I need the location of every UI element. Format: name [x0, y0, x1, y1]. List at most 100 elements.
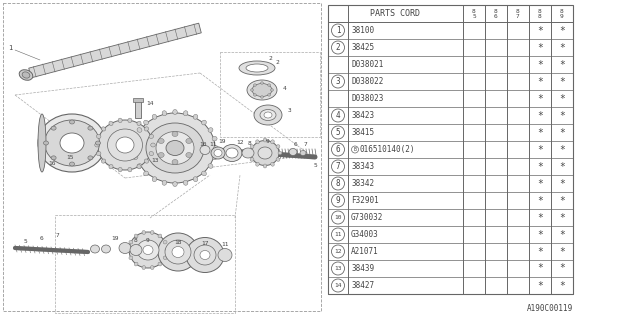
Polygon shape — [29, 23, 201, 78]
Ellipse shape — [70, 120, 74, 124]
Text: 4: 4 — [283, 85, 287, 91]
Text: 9: 9 — [560, 14, 564, 19]
Ellipse shape — [158, 234, 162, 238]
Text: *: * — [537, 110, 543, 121]
Text: 6: 6 — [494, 14, 498, 19]
Text: 19: 19 — [111, 236, 119, 241]
Text: 4: 4 — [336, 111, 340, 120]
Ellipse shape — [128, 118, 132, 123]
Ellipse shape — [109, 121, 113, 125]
Ellipse shape — [172, 246, 184, 258]
Ellipse shape — [256, 162, 259, 166]
Text: 17: 17 — [201, 241, 209, 245]
Ellipse shape — [131, 146, 136, 150]
Text: 38425: 38425 — [351, 43, 374, 52]
Ellipse shape — [254, 105, 282, 125]
Text: 7: 7 — [516, 14, 520, 19]
Ellipse shape — [130, 244, 142, 255]
Ellipse shape — [101, 127, 106, 131]
Ellipse shape — [163, 240, 167, 244]
Text: 14: 14 — [147, 100, 154, 106]
Ellipse shape — [163, 256, 167, 260]
Text: *: * — [559, 76, 565, 86]
Text: *: * — [559, 229, 565, 239]
Ellipse shape — [51, 126, 56, 130]
Text: *: * — [559, 281, 565, 291]
Ellipse shape — [133, 136, 138, 141]
Ellipse shape — [194, 245, 216, 265]
Text: *: * — [537, 263, 543, 274]
Text: D038021: D038021 — [351, 60, 383, 69]
Text: 1: 1 — [336, 26, 340, 35]
Ellipse shape — [260, 96, 264, 98]
Text: 8: 8 — [248, 140, 252, 146]
Ellipse shape — [158, 153, 164, 157]
Ellipse shape — [88, 126, 93, 130]
Text: *: * — [537, 145, 543, 155]
Text: *: * — [559, 127, 565, 138]
Ellipse shape — [208, 164, 213, 168]
Text: A21071: A21071 — [351, 247, 379, 256]
Text: 8: 8 — [472, 9, 476, 14]
Circle shape — [332, 262, 344, 275]
Ellipse shape — [95, 143, 99, 147]
Text: *: * — [559, 162, 565, 172]
Ellipse shape — [258, 147, 272, 159]
Circle shape — [332, 143, 344, 156]
Ellipse shape — [158, 233, 198, 271]
Ellipse shape — [246, 64, 268, 72]
Ellipse shape — [263, 138, 267, 142]
Ellipse shape — [256, 140, 259, 144]
Text: *: * — [537, 162, 543, 172]
Circle shape — [332, 177, 344, 190]
Ellipse shape — [186, 153, 192, 157]
Text: 7: 7 — [304, 141, 308, 147]
Ellipse shape — [22, 72, 30, 78]
Ellipse shape — [127, 248, 131, 252]
Ellipse shape — [162, 180, 166, 185]
Ellipse shape — [119, 243, 131, 253]
Text: 8: 8 — [336, 179, 340, 188]
Text: 8: 8 — [538, 14, 542, 19]
Text: 38423: 38423 — [351, 111, 374, 120]
Ellipse shape — [214, 146, 218, 150]
Text: 11: 11 — [209, 141, 217, 147]
Ellipse shape — [152, 177, 157, 182]
Circle shape — [332, 211, 344, 224]
Ellipse shape — [300, 150, 306, 156]
Ellipse shape — [183, 111, 188, 116]
Text: 10: 10 — [334, 215, 342, 220]
Text: 7: 7 — [56, 233, 60, 237]
Text: *: * — [559, 26, 565, 36]
Ellipse shape — [149, 151, 154, 156]
Ellipse shape — [253, 94, 257, 96]
Ellipse shape — [172, 159, 178, 164]
Text: 2: 2 — [336, 43, 340, 52]
Ellipse shape — [263, 164, 267, 168]
Text: A190C00119: A190C00119 — [527, 304, 573, 313]
Text: *: * — [559, 60, 565, 69]
Ellipse shape — [60, 133, 84, 153]
Text: 9: 9 — [146, 237, 150, 243]
Text: *: * — [537, 127, 543, 138]
Text: *: * — [559, 93, 565, 103]
Ellipse shape — [44, 141, 49, 145]
Ellipse shape — [172, 132, 178, 137]
Text: *: * — [559, 196, 565, 205]
Ellipse shape — [137, 164, 141, 169]
Ellipse shape — [38, 114, 46, 172]
Ellipse shape — [143, 171, 148, 176]
Text: 2: 2 — [268, 55, 272, 60]
Text: 10: 10 — [199, 141, 207, 147]
Ellipse shape — [212, 136, 217, 141]
Text: *: * — [537, 246, 543, 257]
Text: 12: 12 — [236, 140, 244, 145]
Ellipse shape — [142, 230, 145, 235]
Ellipse shape — [97, 120, 152, 170]
Text: 13: 13 — [334, 266, 342, 271]
Ellipse shape — [137, 121, 141, 125]
Text: 6: 6 — [336, 145, 340, 154]
Text: 8: 8 — [494, 9, 498, 14]
Ellipse shape — [268, 84, 271, 86]
Ellipse shape — [143, 245, 153, 254]
